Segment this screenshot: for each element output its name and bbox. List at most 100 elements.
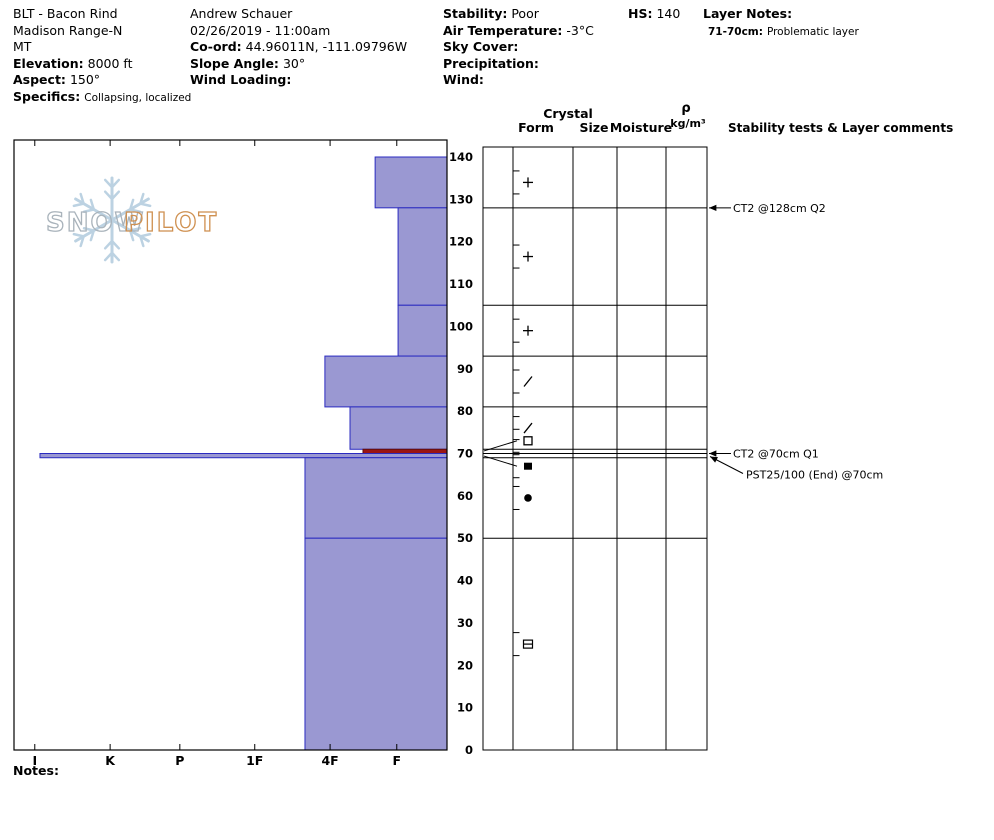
coord-value: 44.96011N, -111.09796W <box>245 39 408 54</box>
observer-name: Andrew Schauer <box>190 6 293 21</box>
pit-state: MT <box>13 39 32 54</box>
aspect-field: Aspect: 150° <box>13 72 191 89</box>
snowflake-icon <box>128 227 142 232</box>
observation-datetime: 02/26/2019 - 11:00am <box>190 22 331 38</box>
layer-bar <box>304 457 448 539</box>
snowflake-icon <box>110 190 121 201</box>
sky-cover-field: Sky Cover: <box>443 39 594 56</box>
specifics-value: Collapsing, localized <box>84 91 192 104</box>
annotation-arrowhead <box>709 204 717 211</box>
stability-test-annotation: PST25/100 (End) @70cm <box>746 469 883 482</box>
elevation-label: Elevation: <box>13 55 84 71</box>
grain-form-symbol <box>523 376 533 387</box>
layer-notes-title: Layer Notes: <box>703 6 859 23</box>
layer-bar <box>324 355 448 408</box>
hs-value: 140 <box>656 6 681 21</box>
hs-label: HS: <box>628 6 653 21</box>
coord-field: Co-ord: 44.96011N, -111.09796W <box>190 39 407 56</box>
aspect-label: Aspect: <box>13 72 66 87</box>
depth-label: 30 <box>457 616 473 630</box>
annotation-arrowhead <box>709 450 717 457</box>
layer-bar <box>39 453 448 459</box>
thin-layer-leader-line <box>483 440 518 452</box>
snowflake-icon <box>72 202 85 208</box>
snowflake-icon <box>139 192 145 205</box>
hardness-axis-label: F <box>392 753 401 768</box>
layer-notes-title-text: Layer Notes: <box>703 6 793 21</box>
density-rho-header: ρ <box>681 101 690 116</box>
layer-bar <box>374 156 448 209</box>
layer-note-text: Problematic layer <box>766 25 859 38</box>
size-column-header: Size <box>579 120 608 135</box>
depth-label: 90 <box>457 362 473 376</box>
elevation-field: Elevation: 8000 ft <box>13 56 191 73</box>
air-temp-value: -3°C <box>566 22 594 38</box>
flagged-layer-bar <box>362 448 448 454</box>
notes-label: Notes: <box>13 763 59 778</box>
hardness-axis-label: I <box>32 753 37 768</box>
hardness-axis-label: K <box>105 753 116 768</box>
grain-form-symbol <box>523 436 533 446</box>
thin-layer-leader-line <box>483 455 518 467</box>
stability-label: Stability: <box>443 6 508 21</box>
snowflake-icon <box>89 198 96 211</box>
header-col-layer-notes: Layer Notes: 71-70cm: Problematic layer <box>703 6 859 39</box>
depth-label: 40 <box>457 574 473 588</box>
layer-bar <box>397 207 448 306</box>
slope-angle-value: 30° <box>282 55 306 71</box>
grain-form-symbol <box>524 494 532 502</box>
specifics-label: Specifics: <box>13 88 81 104</box>
snowflake-icon <box>89 229 96 242</box>
snowflake-icon <box>139 202 152 208</box>
snowflake-icon <box>103 251 114 262</box>
snowflake-icon <box>79 192 85 205</box>
snowflake-icon <box>110 239 121 250</box>
header-col-observer: Andrew Schauer 02/26/2019 - 11:00am Co-o… <box>190 6 407 89</box>
annotation-arrowhead <box>710 456 718 463</box>
grain-form-symbol <box>524 462 532 470</box>
depth-label: 60 <box>457 489 473 503</box>
pit-range: Madison Range-N <box>13 22 123 38</box>
snowflake-icon <box>128 198 135 211</box>
moisture-column-header: Moisture <box>610 120 672 135</box>
hardness-chart-frame <box>13 139 448 751</box>
slope-angle-field: Slope Angle: 30° <box>190 56 407 73</box>
snowflake-icon <box>139 235 145 248</box>
depth-label: 70 <box>457 447 473 461</box>
hs-field: HS: 140 <box>628 6 680 23</box>
depth-label: 20 <box>457 658 473 672</box>
slope-angle-label: Slope Angle: <box>190 55 279 71</box>
layer-bar <box>349 406 448 450</box>
watermark-pilot-text: PILOT <box>124 208 218 238</box>
crystal-group-header: Crystal <box>543 106 593 121</box>
depth-label: 50 <box>457 531 473 545</box>
depth-label: 120 <box>449 235 473 249</box>
grain-form-symbol <box>523 422 533 434</box>
depth-label: 100 <box>449 319 473 333</box>
snowflake-icon <box>103 190 114 201</box>
comments-column-header: Stability tests & Layer comments <box>728 121 953 135</box>
watermark-snow-text: SNOW <box>46 208 145 238</box>
coord-label: Co-ord: <box>190 39 242 54</box>
snowflake-icon <box>110 251 121 262</box>
layer-note-depth: 71-70cm: <box>708 25 763 38</box>
form-column-header: Form <box>518 120 554 135</box>
header-col-hs: HS: 140 <box>628 6 680 23</box>
snowflake-icon <box>128 208 142 213</box>
hardness-axis-label: 1F <box>246 753 263 768</box>
header-col-conditions: Stability: Poor Air Temperature: -3°C Sky … <box>443 6 594 89</box>
layer-bar <box>304 537 448 751</box>
stability-value: Poor <box>511 6 539 21</box>
specifics-field: Specifics: Collapsing, localized <box>13 89 191 106</box>
depth-label: 0 <box>465 743 473 757</box>
air-temp-field: Air Temperature: -3°C <box>443 23 594 40</box>
snowflake-icon <box>82 208 96 213</box>
aspect-value: 150° <box>69 72 101 87</box>
depth-label: 130 <box>449 192 473 206</box>
snowflake-icon <box>79 235 85 248</box>
wind-field: Wind: <box>443 72 594 89</box>
wind-loading-label: Wind Loading: <box>190 72 292 87</box>
header-col-site: BLT - Bacon Rind Madison Range-N MT Elev… <box>13 6 191 105</box>
